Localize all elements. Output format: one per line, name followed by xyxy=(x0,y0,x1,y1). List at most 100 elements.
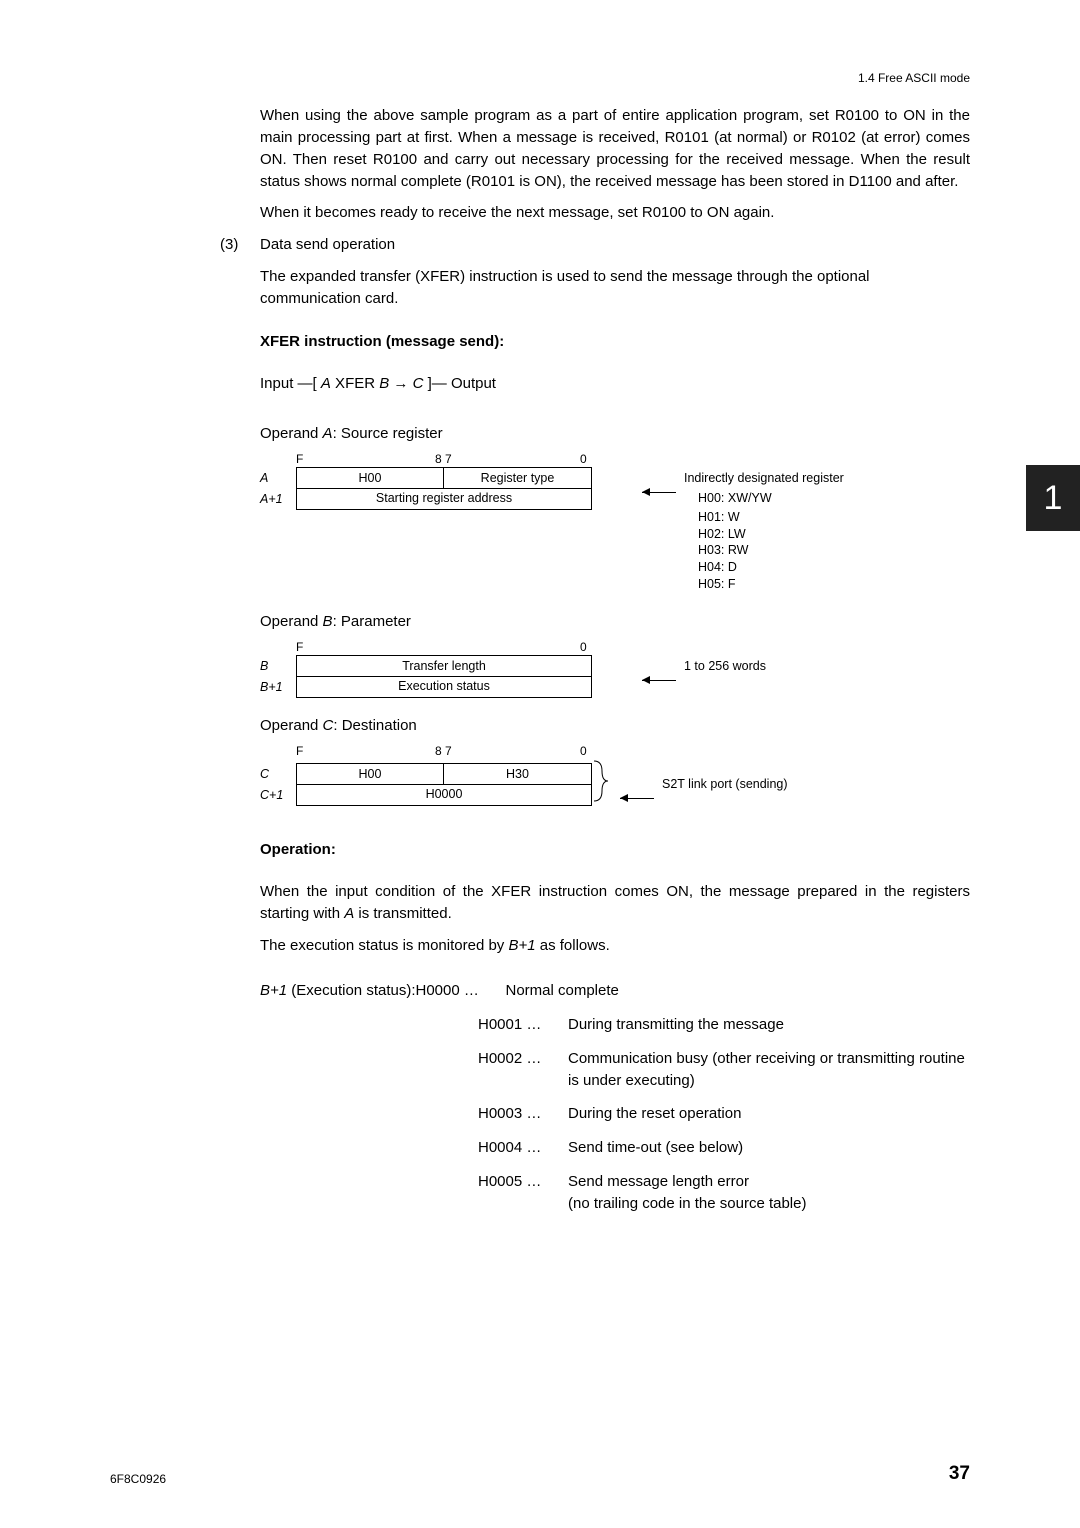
bit-0: 0 xyxy=(580,639,587,656)
operation-p2: The execution status is monitored by B+1… xyxy=(260,935,970,957)
operand-a-sub5: H04: D xyxy=(698,559,970,576)
operand-b-cell-exec: Execution status xyxy=(296,676,592,698)
operand-b-annot: 1 to 256 words xyxy=(642,657,766,675)
status-lead-a: B+1 xyxy=(260,982,287,999)
status-row-4: H0004 … Send time-out (see below) xyxy=(478,1137,970,1159)
operand-a-sub1: H00: XW/YW xyxy=(698,490,772,507)
operation-p1: When the input condition of the XFER ins… xyxy=(260,881,970,925)
xfer-heading: XFER instruction (message send): xyxy=(260,331,970,353)
status-code-2: H0002 … xyxy=(478,1048,568,1092)
status-desc-1: During transmitting the message xyxy=(568,1014,970,1036)
operand-a-var: A xyxy=(323,425,333,442)
bit-f: F xyxy=(296,639,303,656)
status-row-2: H0002 … Communication busy (other receiv… xyxy=(478,1048,970,1092)
page-footer: 6F8C0926 37 xyxy=(110,1460,970,1488)
op-p2b: B+1 xyxy=(508,937,535,954)
operand-a-sub2: H01: W xyxy=(698,509,970,526)
brace-icon xyxy=(592,759,610,810)
xfer-suffix: ]— Output xyxy=(423,375,496,392)
status-desc-4: Send time-out (see below) xyxy=(568,1137,970,1159)
bit-87: 8 7 xyxy=(435,743,452,760)
operand-c-row2: C+1 H0000 xyxy=(260,784,592,806)
operand-a-title-post: : Source register xyxy=(333,425,443,442)
paragraph-intro-1: When using the above sample program as a… xyxy=(260,105,970,192)
operand-a-row1: A H00 Register type Indirectly designate… xyxy=(260,467,970,489)
xfer-prefix: Input —[ xyxy=(260,375,321,392)
status-desc-0: Normal complete xyxy=(506,980,971,1002)
xfer-instruction-line: Input —[ A XFER B → C ]— Output xyxy=(260,373,970,395)
operand-a-row2: A+1 Starting register address H00: XW/YW xyxy=(260,488,970,510)
operand-a-cell-h00: H00 xyxy=(296,467,444,489)
status-row-5: H0005 … Send message length error (no tr… xyxy=(478,1171,970,1215)
section-3-title: Data send operation xyxy=(260,234,395,256)
footer-doc-code: 6F8C0926 xyxy=(110,1471,166,1488)
operand-c1-label: C+1 xyxy=(260,786,296,804)
status-code-0: H0000 … xyxy=(416,980,506,1002)
operand-b-cell-len: Transfer length xyxy=(296,655,592,677)
operand-c-cell-h30: H30 xyxy=(444,763,592,785)
operand-b-row2: B+1 Execution status xyxy=(260,676,970,698)
status-desc-2: Communication busy (other receiving or t… xyxy=(568,1048,970,1092)
operand-b-title-pre: Operand xyxy=(260,613,323,630)
operand-a-cell-regtype: Register type xyxy=(444,467,592,489)
operand-b-var: B xyxy=(323,613,333,630)
xfer-c: C xyxy=(413,375,424,392)
operand-c-title-pre: Operand xyxy=(260,717,323,734)
operand-c-cell-h0000: H0000 xyxy=(296,784,592,806)
operand-a-sublist: H00: XW/YW xyxy=(684,490,772,507)
operand-c-diagram: F 8 7 0 C H00 H30 C+1 H0000 xyxy=(260,743,970,810)
status-code-3: H0003 … xyxy=(478,1103,568,1125)
operand-a-label: A xyxy=(260,469,296,487)
operand-a1-label: A+1 xyxy=(260,490,296,508)
operand-a-sub6: H05: F xyxy=(698,576,970,593)
operand-c-title: Operand C: Destination xyxy=(260,715,970,737)
operand-b-row1: B Transfer length 1 to 256 words xyxy=(260,655,970,677)
section-3-number: (3) xyxy=(220,234,260,256)
footer-page-number: 37 xyxy=(949,1460,970,1488)
operand-a-sub4: H03: RW xyxy=(698,542,970,559)
status-code-5: H0005 … xyxy=(478,1171,568,1215)
status-lead: B+1 (Execution status): xyxy=(260,980,416,1002)
bit-0: 0 xyxy=(580,451,587,468)
section-3-row: (3) Data send operation xyxy=(220,234,970,256)
chapter-tab: 1 xyxy=(1026,465,1080,531)
op-p1b: A xyxy=(344,905,354,922)
operand-c-annot-text: S2T link port (sending) xyxy=(662,777,788,791)
operand-c-label: C xyxy=(260,765,296,783)
op-p2a: The execution status is monitored by xyxy=(260,937,508,954)
operand-c-var: C xyxy=(323,717,334,734)
operand-a-diagram: F 8 7 0 A H00 Register type Indirectly d… xyxy=(260,451,970,593)
status-row-0: B+1 (Execution status): H0000 … Normal c… xyxy=(260,980,970,1002)
operand-b-annot-text: 1 to 256 words xyxy=(684,659,766,673)
operand-a-title-pre: Operand xyxy=(260,425,323,442)
paragraph-section3: The expanded transfer (XFER) instruction… xyxy=(260,266,970,310)
operand-a-bits: F 8 7 0 xyxy=(260,451,970,467)
status-lead-b: (Execution status): xyxy=(287,982,415,999)
operand-b-title-post: : Parameter xyxy=(333,613,411,630)
status-code-1: H0001 … xyxy=(478,1014,568,1036)
bit-0: 0 xyxy=(580,743,587,760)
xfer-mid1: XFER xyxy=(331,375,379,392)
xfer-a: A xyxy=(321,375,331,392)
status-row-1: H0001 … During transmitting the message xyxy=(478,1014,970,1036)
operand-c-bits: F 8 7 0 xyxy=(260,743,970,759)
op-p1c: is transmitted. xyxy=(354,905,452,922)
paragraph-intro-2: When it becomes ready to receive the nex… xyxy=(260,202,970,224)
header-section-ref: 1.4 Free ASCII mode xyxy=(110,70,970,87)
status-desc-3: During the reset operation xyxy=(568,1103,970,1125)
operand-b-label: B xyxy=(260,657,296,675)
status-list: B+1 (Execution status): H0000 … Normal c… xyxy=(260,980,970,1214)
status-code-4: H0004 … xyxy=(478,1137,568,1159)
bit-87: 8 7 xyxy=(435,451,452,468)
xfer-b: B xyxy=(379,375,389,392)
operand-c-row1: C H00 H30 xyxy=(260,763,592,785)
bit-f: F xyxy=(296,743,303,760)
status-desc-5: Send message length error (no trailing c… xyxy=(568,1171,970,1215)
bit-f: F xyxy=(296,451,303,468)
operand-b1-label: B+1 xyxy=(260,678,296,696)
operand-a-cell-startaddr: Starting register address xyxy=(296,488,592,510)
operand-a-annot-main: Indirectly designated register xyxy=(684,471,844,485)
operand-b-title: Operand B: Parameter xyxy=(260,611,970,633)
operand-b-bits: F 0 xyxy=(260,639,970,655)
operand-c-annot: S2T link port (sending) xyxy=(620,775,788,793)
